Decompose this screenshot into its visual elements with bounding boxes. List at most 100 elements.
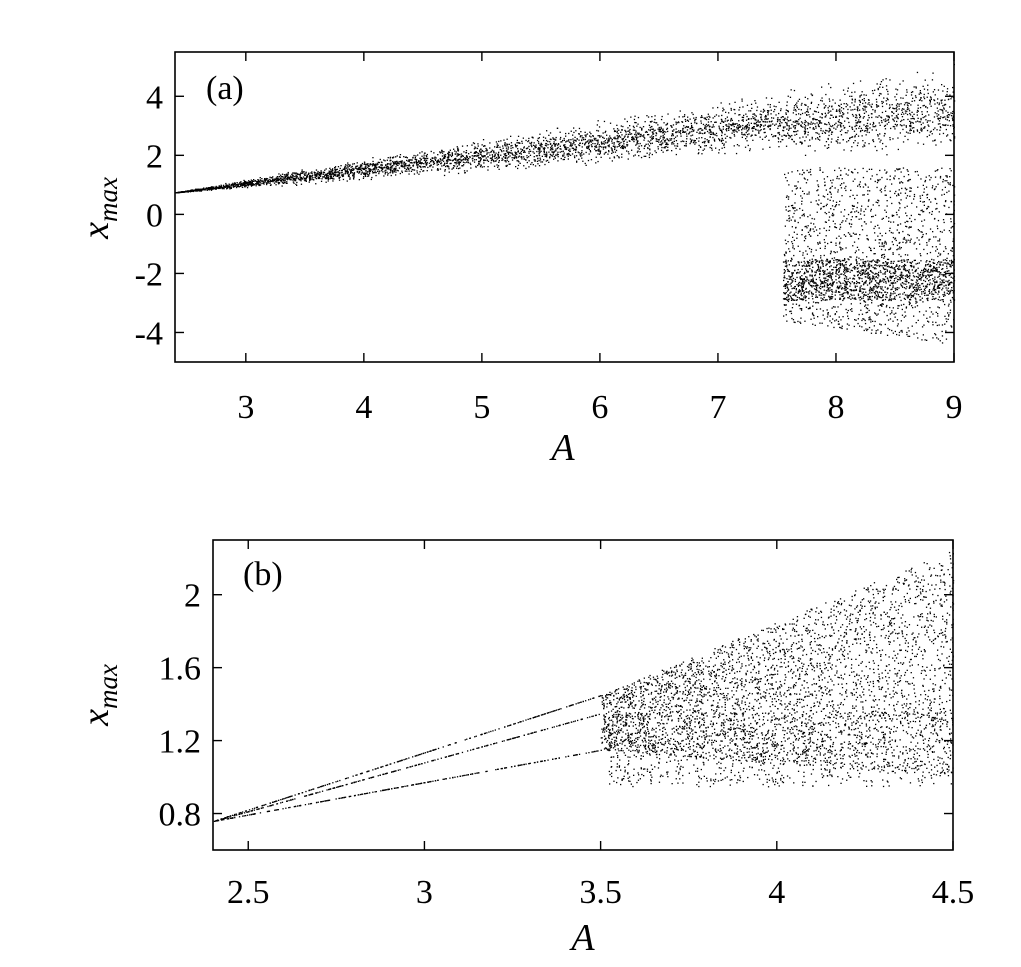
data-point <box>759 126 761 128</box>
data-point <box>482 155 484 157</box>
data-point <box>886 258 889 260</box>
data-point <box>670 125 673 127</box>
data-point <box>364 174 366 176</box>
data-point <box>935 291 937 294</box>
data-point <box>420 168 422 171</box>
data-point <box>552 138 555 140</box>
data-point <box>584 162 586 165</box>
data-point <box>372 160 374 163</box>
data-point <box>525 139 527 142</box>
data-point <box>835 116 838 118</box>
data-point <box>588 143 590 145</box>
data-point <box>739 106 741 109</box>
data-point <box>918 99 921 101</box>
data-point <box>644 137 646 139</box>
data-point <box>909 124 912 126</box>
data-point <box>554 144 556 146</box>
data-point <box>480 153 482 155</box>
data-point <box>512 154 514 156</box>
data-point <box>704 140 706 143</box>
data-point <box>465 157 467 159</box>
data-point <box>462 159 464 161</box>
data-point <box>825 221 827 223</box>
data-point <box>250 185 253 187</box>
data-point <box>843 274 845 276</box>
data-point <box>698 144 700 147</box>
data-point <box>809 259 811 261</box>
data-point <box>840 122 842 124</box>
data-point <box>420 162 422 164</box>
data-point <box>284 179 286 181</box>
data-point <box>476 147 479 150</box>
data-point <box>363 163 365 165</box>
data-point <box>663 122 665 124</box>
data-point <box>784 121 787 124</box>
data-point <box>282 182 284 184</box>
data-point <box>471 155 473 157</box>
data-point <box>345 164 347 166</box>
data-point <box>854 168 856 170</box>
data-point <box>528 145 530 148</box>
data-point <box>672 134 674 137</box>
data-point <box>188 190 190 192</box>
data-point <box>368 171 370 173</box>
data-point <box>915 248 918 250</box>
data-point <box>301 172 303 174</box>
data-point <box>665 143 668 145</box>
data-point <box>609 137 612 139</box>
data-point <box>907 239 909 241</box>
data-point <box>722 126 724 128</box>
data-point <box>689 128 691 130</box>
data-point <box>373 172 375 174</box>
data-point <box>906 108 908 110</box>
data-point <box>830 141 832 143</box>
data-point <box>943 108 945 110</box>
data-point <box>828 121 830 124</box>
data-point <box>905 112 907 114</box>
data-point <box>496 143 498 145</box>
data-point <box>849 295 851 297</box>
data-point <box>775 123 777 125</box>
data-point <box>905 126 907 128</box>
data-point <box>810 93 812 95</box>
data-point <box>676 145 679 147</box>
data-point <box>792 126 795 128</box>
data-point <box>699 131 701 133</box>
data-point <box>674 145 676 147</box>
data-point <box>910 91 913 94</box>
data-point <box>546 159 549 162</box>
data-point <box>538 147 540 150</box>
data-point <box>882 267 884 269</box>
data-point <box>846 141 848 143</box>
data-point <box>787 120 789 122</box>
data-point <box>566 140 568 142</box>
data-point <box>915 121 917 123</box>
data-point <box>466 161 468 163</box>
data-point <box>753 126 755 128</box>
data-point <box>839 108 841 110</box>
data-point <box>604 152 606 154</box>
data-point <box>620 147 622 149</box>
data-point <box>950 140 952 142</box>
data-point <box>611 148 613 150</box>
data-point <box>849 95 851 97</box>
data-point <box>468 153 470 155</box>
data-point <box>880 188 882 190</box>
data-point <box>555 136 557 139</box>
data-point <box>725 128 727 131</box>
data-point <box>514 151 516 153</box>
data-point <box>750 103 753 105</box>
data-point <box>845 276 848 278</box>
data-point <box>560 148 562 150</box>
data-point <box>500 154 502 156</box>
data-point <box>793 105 796 107</box>
data-point <box>474 151 476 154</box>
data-point <box>403 165 405 167</box>
data-point <box>874 111 876 113</box>
data-point <box>337 175 339 177</box>
data-point <box>598 126 601 128</box>
data-point <box>389 157 391 159</box>
data-point <box>569 144 572 146</box>
data-point <box>783 134 785 136</box>
data-point <box>811 138 813 140</box>
